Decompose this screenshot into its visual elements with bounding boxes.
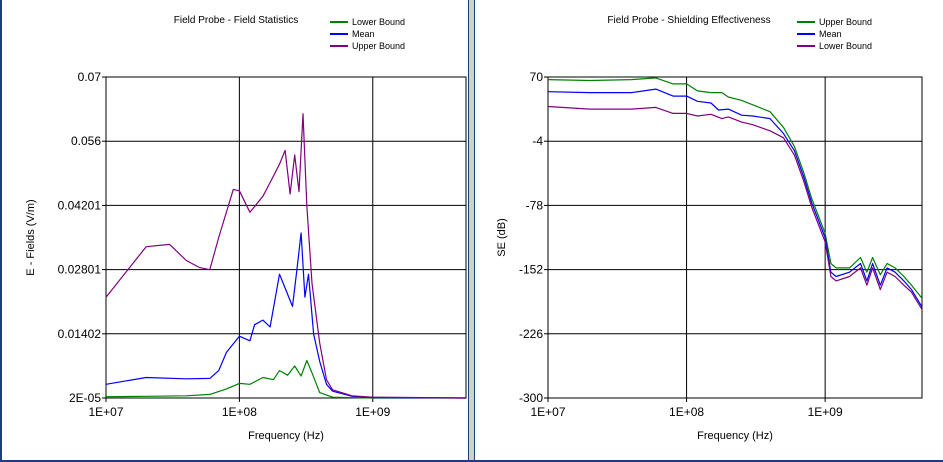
y-tick-label: 0.01402 bbox=[58, 327, 102, 341]
series-line-lower-bound bbox=[547, 105, 923, 310]
x-tick-label: 1E+07 bbox=[530, 405, 565, 419]
field-statistics-chart: 2E-05 0.01402 0.02801 0.04201 0.056 0.07 1E+07… bbox=[25, 15, 467, 442]
x-tick-label: 1E+08 bbox=[222, 405, 257, 419]
chart-title: Field Probe - Shielding Effectiveness bbox=[607, 15, 770, 26]
plot-area bbox=[547, 76, 923, 399]
y-tick-label: 0.07 bbox=[78, 70, 102, 84]
window-bottom-edge bbox=[0, 460, 943, 462]
legend-entry: Lower Bound bbox=[352, 17, 405, 27]
legend-entry: Upper Bound bbox=[819, 17, 872, 27]
panel-border bbox=[0, 0, 2, 462]
series-line-upper-bound bbox=[547, 77, 923, 299]
right-chart-panel: -300 -226 -152 -78 -4 70 1E+07 1E+08 1E+09 Field … bbox=[475, 0, 943, 462]
y-tick-label: 2E-05 bbox=[69, 391, 101, 405]
y-tick-label: -226 bbox=[519, 327, 543, 341]
y-tick-label: 0.056 bbox=[71, 134, 101, 148]
x-tick-label: 1E+09 bbox=[808, 405, 843, 419]
legend-entry: Mean bbox=[352, 29, 375, 39]
x-axis-label: Frequency (Hz) bbox=[697, 430, 773, 442]
series-line-upper-bound bbox=[105, 113, 467, 399]
chart-title: Field Probe - Field Statistics bbox=[174, 15, 299, 26]
y-axis-label: SE (dB) bbox=[496, 218, 508, 257]
series-line-mean bbox=[105, 232, 467, 399]
x-tick-label: 1E+09 bbox=[355, 405, 390, 419]
series-line-lower-bound bbox=[105, 359, 466, 399]
y-tick-label: -152 bbox=[519, 263, 543, 277]
y-tick-label: 70 bbox=[530, 70, 544, 84]
x-tick-label: 1E+07 bbox=[88, 405, 123, 419]
plot-area bbox=[105, 76, 467, 399]
y-tick-label: -4 bbox=[532, 134, 543, 148]
panel-splitter[interactable] bbox=[468, 0, 475, 462]
legend-entry: Lower Bound bbox=[819, 41, 872, 51]
shielding-effectiveness-chart: -300 -226 -152 -78 -4 70 1E+07 1E+08 1E+09 Field … bbox=[496, 15, 923, 442]
y-tick-label: -300 bbox=[519, 391, 543, 405]
x-tick-label: 1E+08 bbox=[669, 405, 704, 419]
left-chart-panel: 2E-05 0.01402 0.02801 0.04201 0.056 0.07 1E+07… bbox=[0, 0, 468, 462]
y-axis-label: E - Fields (V/m) bbox=[25, 199, 37, 275]
series-line-mean bbox=[547, 88, 923, 308]
y-tick-label: 0.02801 bbox=[58, 263, 102, 277]
y-tick-label: -78 bbox=[526, 198, 544, 212]
legend-entry: Mean bbox=[819, 29, 842, 39]
legend-entry: Upper Bound bbox=[352, 41, 405, 51]
x-axis-label: Frequency (Hz) bbox=[248, 430, 324, 442]
y-tick-label: 0.04201 bbox=[58, 198, 102, 212]
